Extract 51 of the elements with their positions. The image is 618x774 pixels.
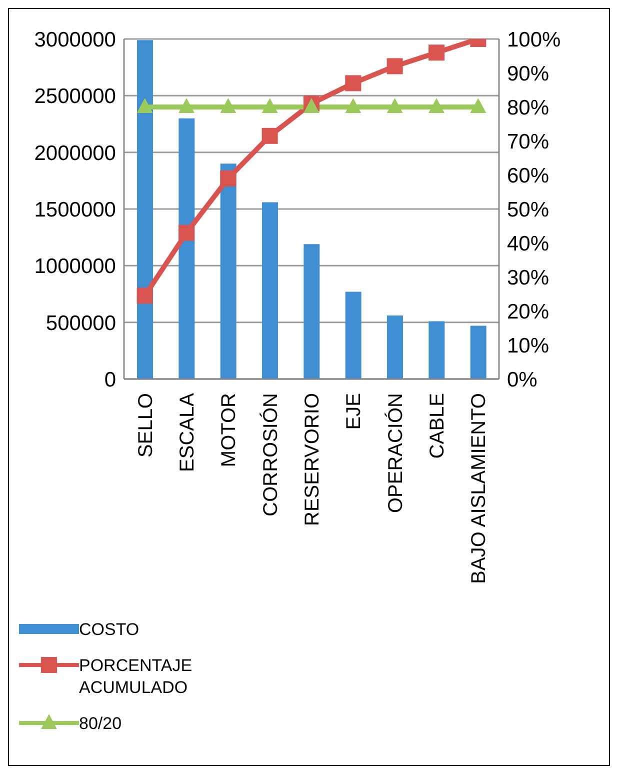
y2-tick-label: 100% — [507, 28, 561, 52]
bar — [262, 202, 278, 379]
bar — [428, 321, 445, 379]
y2-tick-label: 80% — [507, 96, 550, 120]
bar — [220, 164, 236, 379]
legend-label: COSTO — [79, 619, 140, 641]
x-tick-label: OPERACIÓN — [384, 393, 407, 514]
point — [386, 98, 403, 113]
point — [345, 98, 362, 113]
bar — [345, 292, 362, 379]
y2-tick-label: 90% — [507, 62, 550, 86]
x-tick-label: EJE — [343, 393, 366, 430]
y2-tick-label: 0% — [507, 368, 538, 392]
y-tick-label: 0 — [104, 368, 116, 392]
x-tick-label: BAJO AISLAMIENTO — [468, 393, 490, 584]
point — [428, 98, 444, 113]
x-tick-label: SELLO — [134, 393, 157, 458]
y-tick-label: 1500000 — [34, 198, 116, 222]
point — [178, 98, 194, 113]
point — [262, 128, 278, 144]
y-tick-label: 500000 — [46, 312, 116, 335]
point — [262, 98, 278, 113]
point — [136, 98, 153, 113]
y-tick-label: 2500000 — [34, 85, 116, 108]
bar — [137, 40, 153, 379]
x-tick-label: RESERVORIO — [302, 393, 324, 526]
y2-tick-label: 30% — [507, 266, 550, 290]
y2-tick-label: 60% — [507, 164, 550, 188]
x-tick-label: MOTOR — [218, 393, 240, 468]
point — [220, 170, 236, 186]
y2-tick-label: 70% — [507, 130, 550, 154]
bar — [470, 326, 486, 379]
legend-label: 80/20 — [79, 713, 123, 735]
y2-tick-label: 50% — [507, 198, 550, 222]
bar — [178, 118, 195, 379]
point — [136, 288, 153, 304]
x-tick-label: CABLE — [426, 393, 448, 459]
legend-label: PORCENTAJE ACUMULADO — [79, 655, 194, 699]
y2-tick-label: 10% — [507, 334, 550, 358]
point — [178, 224, 194, 241]
y-tick-label: 2000000 — [34, 142, 116, 165]
bar — [304, 244, 320, 379]
point — [470, 98, 486, 113]
y-tick-label: 1000000 — [34, 255, 116, 278]
y2-tick-label: 40% — [507, 232, 550, 256]
point — [220, 98, 236, 113]
bar — [387, 316, 403, 379]
y-tick-label: 3000000 — [34, 28, 116, 52]
x-tick-label: ESCALA — [176, 392, 198, 472]
x-tick-label: CORROSIÓN — [258, 393, 282, 516]
y2-tick-label: 20% — [507, 300, 550, 324]
